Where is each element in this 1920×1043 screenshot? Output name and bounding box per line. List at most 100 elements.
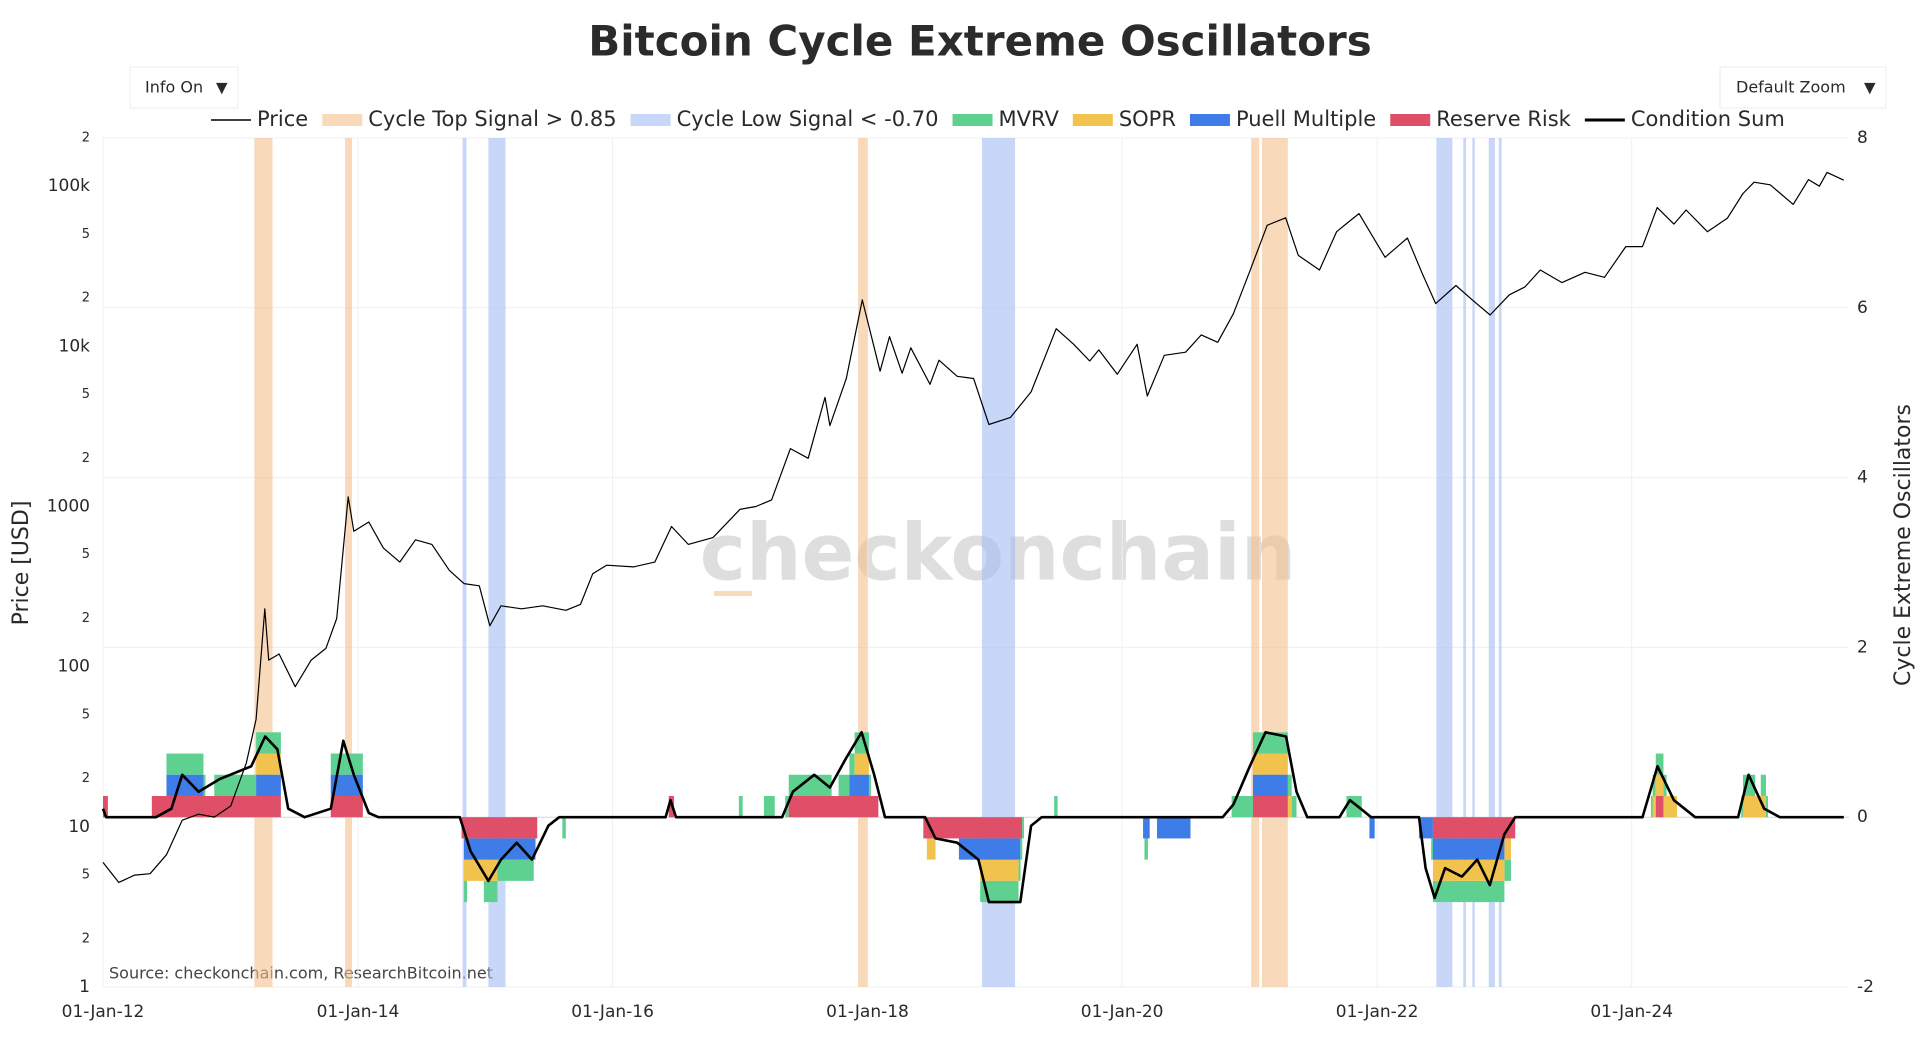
- indicator-bar: [849, 774, 869, 796]
- indicator-bar: [923, 817, 1023, 839]
- indicator-bar: [497, 859, 534, 881]
- indicator-bar: [926, 838, 936, 860]
- y-tick-label: 100k: [48, 176, 90, 196]
- y-axis-label: Price [USD]: [9, 501, 34, 626]
- indicator-bar: [1432, 880, 1505, 903]
- x-tick-label: 01-Jan-16: [571, 1002, 654, 1022]
- x-tick-label: 01-Jan-14: [317, 1002, 400, 1022]
- zoom-label[interactable]: Default Zoom: [1736, 78, 1846, 97]
- chart-title: Bitcoin Cycle Extreme Oscillators: [588, 17, 1371, 66]
- signal-band: [1498, 138, 1502, 987]
- x-tick-label: 01-Jan-12: [62, 1002, 145, 1022]
- legend-label: SOPR: [1119, 107, 1176, 131]
- indicator-bar: [1652, 774, 1656, 796]
- indicator-bar: [1431, 838, 1434, 860]
- indicator-bar: [1291, 795, 1297, 818]
- y-tick-label: 1000: [47, 497, 90, 517]
- x-tick-label: 01-Jan-18: [826, 1002, 909, 1022]
- indicator-bar: [256, 753, 281, 775]
- y-tick-label: 2: [82, 131, 90, 146]
- indicator-bar: [330, 753, 363, 775]
- zoom-arrow[interactable]: ▼: [1864, 79, 1876, 97]
- indicator-bar: [849, 753, 855, 775]
- indicator-bar: [1432, 817, 1516, 839]
- indicator-bar: [1287, 774, 1292, 796]
- y-tick-label: 10: [68, 817, 90, 837]
- y2-tick-label: 4: [1857, 468, 1868, 488]
- indicator-bar: [1504, 838, 1512, 860]
- indicator-bar: [166, 753, 204, 775]
- y-tick-label: 100: [58, 657, 90, 677]
- source-note: Source: checkonchain.com, ResearchBitcoi…: [109, 964, 493, 983]
- legend-label: Cycle Low Signal < -0.70: [677, 107, 939, 131]
- y2-axis-label: Cycle Extreme Oscillators: [1891, 404, 1916, 686]
- indicator-bar: [483, 880, 498, 903]
- inds-layer: [103, 732, 1768, 903]
- indicator-bar: [256, 774, 281, 796]
- price-line: [102, 171, 1845, 883]
- y-tick-label: 5: [82, 547, 90, 562]
- indicator-bar: [1054, 795, 1058, 818]
- indicator-bar: [1650, 795, 1653, 818]
- x-tick-label: 01-Jan-20: [1081, 1002, 1164, 1022]
- indicator-bar: [151, 795, 281, 818]
- indicator-bar: [1760, 774, 1766, 796]
- indicator-bar: [958, 838, 1021, 860]
- indicator-bar: [461, 817, 538, 839]
- legend-label: Puell Multiple: [1236, 107, 1376, 131]
- signal-band: [1463, 138, 1467, 987]
- info-control[interactable]: [129, 66, 239, 109]
- signal-band: [1251, 138, 1260, 987]
- indicator-bar: [1287, 795, 1292, 818]
- watermark-dash: [714, 591, 752, 596]
- signal-band: [345, 138, 353, 987]
- y-tick-label: 5: [82, 868, 90, 883]
- y-tick-label: 2: [82, 611, 90, 626]
- legend-label: Price: [257, 107, 308, 131]
- indicator-bar: [1369, 817, 1375, 839]
- indicator-bar: [1252, 795, 1288, 818]
- indicator-bar: [838, 774, 850, 796]
- legend-swatch: [1189, 114, 1230, 126]
- indicator-bar: [738, 795, 743, 818]
- indicator-bar: [1655, 753, 1664, 775]
- indicator-bar: [1655, 774, 1664, 796]
- signal-band: [462, 138, 467, 987]
- indicator-bar: [980, 859, 1019, 881]
- legend-label: MVRV: [999, 107, 1060, 131]
- indicator-bar: [1157, 817, 1191, 839]
- indicator-bar: [980, 880, 1019, 903]
- y-tick-label: 5: [82, 227, 90, 242]
- y-tick-label: 2: [82, 451, 90, 466]
- indicator-bar: [463, 880, 468, 903]
- signal-band: [254, 138, 273, 987]
- indicator-bar: [1765, 795, 1768, 818]
- indicator-bar: [330, 795, 363, 818]
- signal-band: [1472, 138, 1475, 987]
- y2-tick-label: 2: [1857, 637, 1868, 657]
- x-tick-label: 01-Jan-24: [1590, 1002, 1673, 1022]
- indicator-bar: [1144, 838, 1148, 860]
- info-arrow[interactable]: ▼: [216, 79, 228, 97]
- indicator-bar: [1252, 774, 1288, 796]
- y-tick-label: 5: [82, 387, 90, 402]
- y-tick-label: 1: [79, 977, 90, 997]
- indicator-bar: [868, 774, 871, 796]
- y-tick-label: 10k: [59, 336, 91, 356]
- indicator-bar: [103, 795, 108, 818]
- legend-swatch: [952, 114, 993, 126]
- legend-swatch: [1072, 114, 1113, 126]
- info-label[interactable]: Info On: [145, 78, 203, 97]
- signal-band: [1436, 138, 1453, 987]
- indicator-bar: [203, 774, 206, 796]
- zoom-control[interactable]: [1719, 66, 1887, 109]
- y-tick-label: 2: [82, 291, 90, 306]
- indicator-bar: [1432, 838, 1505, 860]
- indicator-bar: [1020, 838, 1023, 860]
- lines-layer: [101, 171, 1845, 904]
- y2-tick-label: -2: [1857, 977, 1874, 997]
- y-tick-label: 5: [82, 707, 90, 722]
- indicator-bar: [214, 774, 257, 796]
- y-tick-label: 2: [82, 931, 90, 946]
